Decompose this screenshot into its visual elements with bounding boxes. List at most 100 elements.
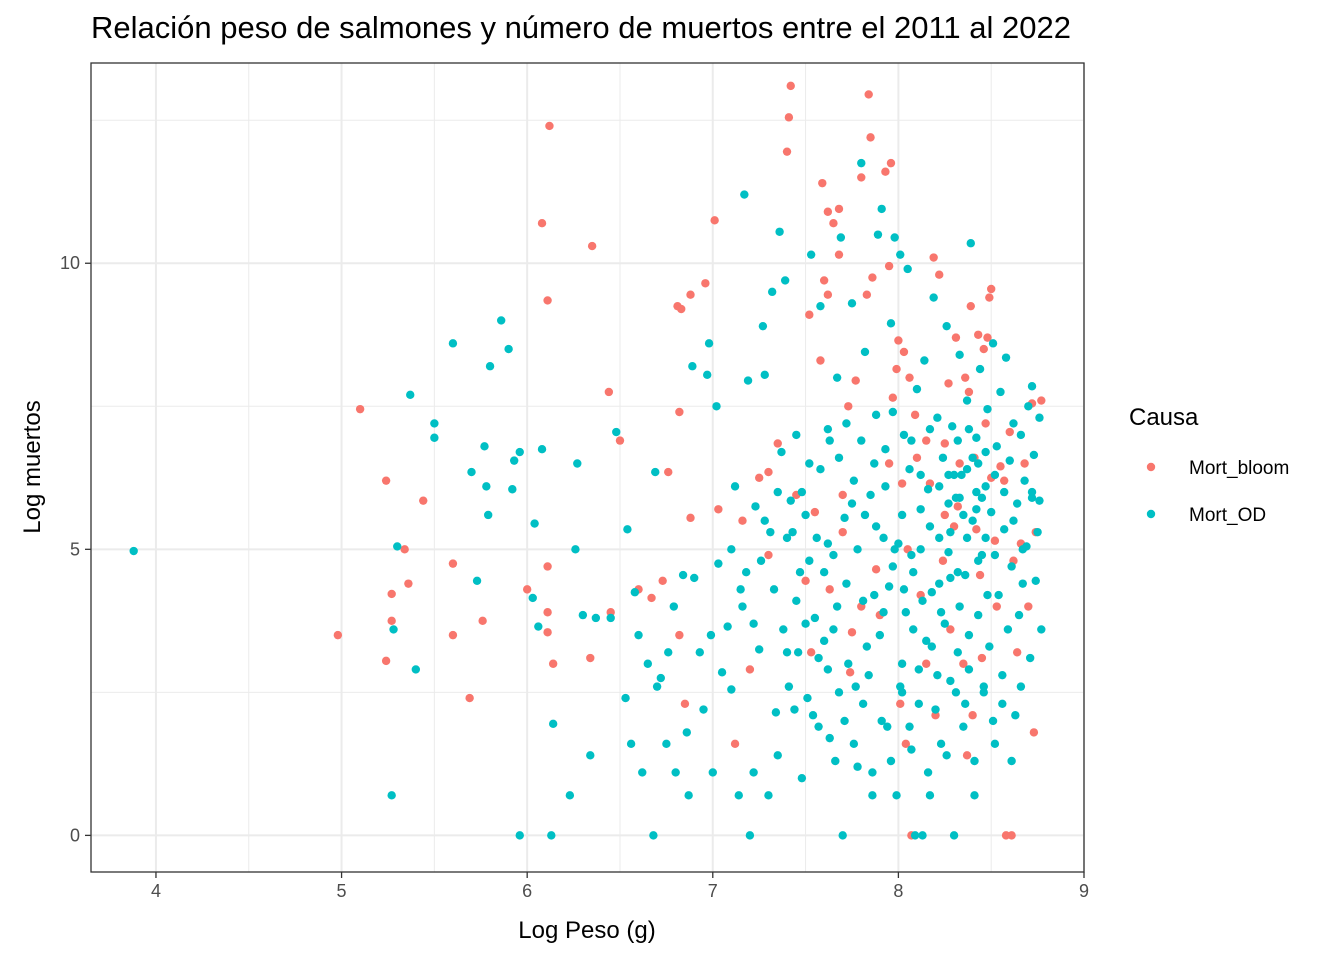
point-mort-od [923, 768, 933, 777]
point-mort-od [897, 510, 907, 520]
point-mort-bloom [710, 216, 719, 225]
point-mort-bloom [675, 630, 684, 640]
point-mort-od [760, 516, 769, 525]
point-mort-od [968, 453, 977, 462]
legend-label-mort-od: Mort_OD [1189, 505, 1266, 526]
point-mort-od [766, 527, 775, 537]
point-mort-bloom [999, 476, 1009, 485]
point-mort-od [961, 699, 970, 708]
point-mort-od [664, 648, 673, 657]
point-mort-od [959, 510, 968, 520]
point-mort-bloom [896, 699, 905, 708]
point-mort-od [1012, 499, 1022, 508]
point-mort-od [717, 668, 727, 677]
point-mort-od [652, 682, 662, 691]
point-mort-bloom [615, 436, 625, 445]
point-mort-bloom [823, 207, 833, 216]
point-mort-od [886, 319, 896, 328]
point-mort-od [983, 404, 992, 414]
point-mort-bloom [899, 347, 909, 357]
point-mort-od [909, 625, 918, 634]
point-mort-od [808, 711, 818, 720]
point-mort-bloom [864, 90, 873, 99]
point-mort-od [879, 608, 888, 617]
point-mort-od [985, 642, 994, 651]
point-mort-od [955, 493, 964, 503]
point-mort-od [703, 370, 712, 380]
point-mort-bloom [881, 167, 890, 176]
point-mort-od [923, 485, 933, 494]
point-mort-od [922, 636, 931, 646]
point-mort-bloom [992, 602, 1001, 611]
point-mort-od [825, 436, 834, 445]
point-mort-bloom [1029, 728, 1039, 737]
point-mort-od [1001, 353, 1011, 362]
point-mort-od [940, 619, 949, 628]
point-mort-od [901, 608, 911, 617]
point-mort-od [723, 622, 732, 631]
point-mort-od [927, 588, 937, 597]
point-mort-od [777, 447, 786, 457]
point-mort-od [745, 831, 755, 840]
point-mort-bloom [825, 585, 834, 594]
point-mort-od [847, 499, 857, 508]
point-mort-od [801, 510, 810, 520]
point-mort-od [480, 442, 489, 451]
point-mort-od [129, 546, 138, 556]
point-mort-bloom [677, 304, 686, 314]
point-mort-od [907, 436, 916, 445]
point-mort-od [862, 642, 872, 651]
point-mort-od [1011, 711, 1020, 720]
point-mort-od [838, 831, 847, 840]
point-mort-bloom [961, 373, 970, 382]
point-mort-bloom [974, 330, 983, 339]
point-mort-bloom [782, 147, 792, 156]
point-mort-od [946, 573, 955, 583]
point-mort-od [844, 659, 853, 668]
point-mort-bloom [404, 579, 413, 588]
point-mort-od [988, 716, 998, 726]
point-mort-bloom [968, 711, 977, 720]
x-tick-label: 7 [708, 881, 718, 901]
point-mort-od [983, 590, 992, 600]
point-mort-od [970, 756, 979, 766]
point-mort-od [858, 596, 868, 606]
point-mort-od [840, 716, 849, 726]
point-mort-od [938, 453, 948, 462]
point-mort-od [823, 539, 833, 548]
point-mort-od [1018, 545, 1027, 554]
point-mort-od [966, 239, 975, 248]
point-mort-od [999, 487, 1009, 497]
point-mort-od [918, 831, 927, 840]
point-mort-od [942, 751, 951, 760]
point-mort-bloom [543, 562, 552, 571]
point-mort-od [870, 459, 879, 468]
point-mort-od [565, 791, 575, 800]
point-mort-od [871, 410, 881, 420]
point-mort-od [909, 568, 918, 577]
point-mort-bloom [543, 608, 552, 617]
point-mort-od [853, 762, 862, 771]
point-mort-od [871, 522, 881, 531]
point-mort-od [690, 573, 699, 583]
point-mort-od [860, 510, 870, 520]
point-mort-od [769, 585, 779, 594]
point-mort-od [832, 373, 842, 382]
point-mort-od [806, 250, 816, 259]
point-mort-od [1033, 527, 1042, 537]
point-mort-od [949, 470, 959, 480]
point-mort-bloom [764, 467, 773, 477]
point-mort-od [684, 791, 693, 800]
point-mort-bloom [1020, 459, 1029, 468]
point-mort-od [504, 344, 513, 354]
point-mort-od [962, 396, 972, 405]
point-mort-od [929, 293, 938, 302]
point-mort-od [467, 467, 476, 477]
point-mort-bloom [857, 173, 866, 182]
point-mort-od [834, 688, 844, 697]
point-mort-od [953, 436, 962, 445]
point-mort-od [767, 287, 777, 297]
point-mort-od [981, 482, 990, 491]
point-mort-od [881, 482, 890, 491]
